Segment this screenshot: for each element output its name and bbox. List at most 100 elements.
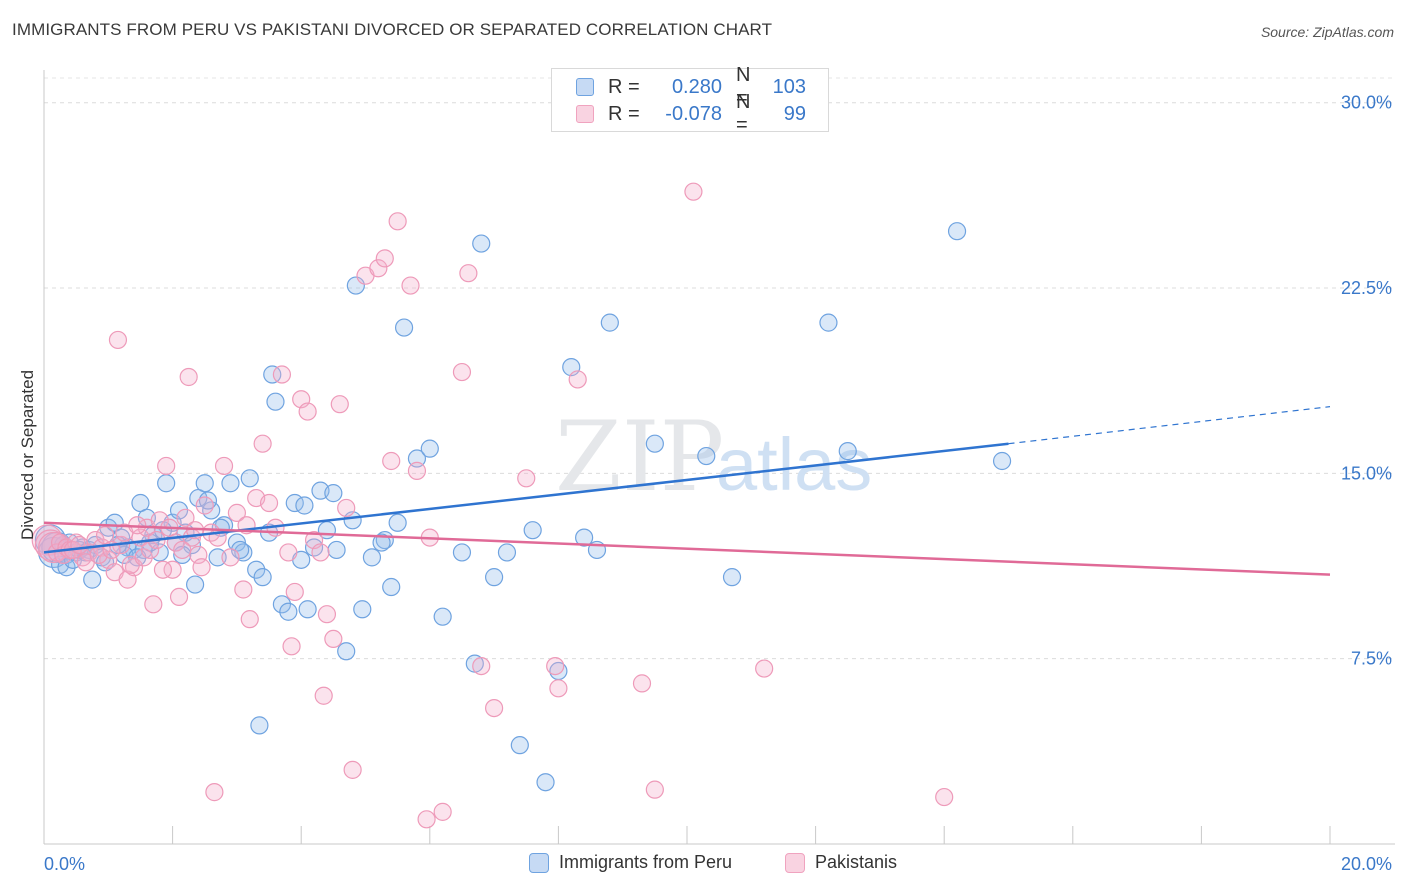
- peru-point: [195, 474, 214, 493]
- pakistanis-point: [163, 560, 182, 579]
- peru-point: [372, 533, 391, 552]
- pakistanis-point: [214, 456, 234, 476]
- pakistanis-point: [485, 698, 504, 718]
- pakistanis-point: [388, 212, 407, 231]
- x-tick-label-min: 0.0%: [44, 854, 85, 874]
- pakistanis-point: [195, 496, 214, 515]
- pakistanis-legend-swatch: [785, 852, 805, 873]
- pakistanis-point: [272, 365, 292, 384]
- peru-point: [266, 392, 285, 411]
- legend-item-peru[interactable]: Immigrants from Peru: [529, 852, 732, 873]
- pakistanis-point: [401, 276, 420, 295]
- pakistanis-point: [632, 674, 652, 693]
- pakistanis-point: [192, 558, 211, 577]
- peru-point: [510, 736, 529, 755]
- pakistanis-point: [70, 535, 89, 555]
- peru-point: [722, 568, 742, 587]
- pakistanis-point: [144, 595, 163, 614]
- n-value: 103: [772, 75, 806, 98]
- pakistanis-point: [311, 543, 330, 562]
- pakistanis-point: [124, 558, 144, 577]
- correlation-legend: R = 0.280 N = 103 R = -0.078 N = 99: [551, 64, 829, 136]
- peru-point: [388, 513, 407, 532]
- pakistanis-point: [108, 330, 128, 350]
- pakistanis-point: [459, 264, 478, 283]
- pakistanis-point: [153, 560, 173, 579]
- peru-point: [208, 548, 227, 567]
- y-tick-label: 22.5%: [1341, 278, 1392, 298]
- peru-point: [157, 474, 176, 493]
- pakistanis-point: [935, 787, 954, 807]
- peru-point: [433, 607, 452, 626]
- peru-point: [497, 543, 517, 562]
- peru-point: [407, 449, 427, 468]
- pakistanis-point: [176, 508, 195, 527]
- n-label: N =: [736, 91, 751, 136]
- peru-point: [362, 548, 382, 567]
- pakistanis-point: [684, 182, 703, 201]
- y-axis-label: Divorced or Separated: [18, 370, 37, 540]
- pakistanis-point: [240, 610, 259, 629]
- pakistanis-point: [472, 656, 491, 676]
- peru-point: [295, 496, 314, 515]
- r-label: R =: [608, 102, 640, 125]
- x-tick-label-max: 20.0%: [1341, 854, 1392, 874]
- peru-point: [240, 469, 259, 488]
- pakistanis-point: [330, 395, 349, 414]
- peru-points: [34, 222, 1012, 792]
- n-label: N =: [736, 64, 751, 109]
- peru-point: [472, 234, 491, 253]
- chart-title: IMMIGRANTS FROM PERU VS PAKISTANI DIVORC…: [12, 20, 773, 39]
- peru-point: [600, 313, 619, 332]
- peru-point: [452, 543, 472, 562]
- pakistanis-point: [169, 587, 189, 607]
- peru-point: [298, 600, 317, 619]
- peru-trend-extension: [1008, 406, 1331, 445]
- pakistanis-point: [279, 543, 298, 562]
- legend-row-peru: R = 0.280 N = 103: [576, 64, 806, 109]
- pakistanis-point: [375, 249, 394, 268]
- peru-point: [575, 528, 594, 547]
- peru-legend-swatch: [529, 852, 549, 873]
- peru-trend-line: [43, 442, 1009, 554]
- legend-item-pakistanis[interactable]: Pakistanis: [785, 852, 897, 873]
- pakistanis-point: [433, 802, 452, 821]
- pakistanis-point: [150, 511, 169, 530]
- r-value: -0.078: [665, 102, 722, 125]
- y-tick-label: 7.5%: [1351, 649, 1392, 669]
- pakistanis-point: [337, 498, 356, 518]
- series-legend: Immigrants from Peru Pakistanis: [0, 852, 1406, 878]
- pakistanis-point: [324, 629, 343, 649]
- pakistanis-point: [549, 679, 568, 698]
- pakistanis-point: [417, 810, 436, 829]
- pakistanis-point: [343, 760, 362, 779]
- pakistanis-point: [259, 493, 279, 513]
- pakistanis-point: [568, 370, 587, 389]
- n-value: 99: [783, 102, 806, 125]
- peru-point: [485, 568, 504, 587]
- peru-point: [819, 313, 838, 332]
- peru-point: [231, 540, 250, 560]
- peru-point: [279, 602, 298, 621]
- peru-point: [83, 570, 102, 589]
- pakistanis-point: [546, 656, 565, 676]
- pakistanis-point: [282, 637, 301, 656]
- peru-point: [247, 560, 266, 579]
- peru-point: [346, 276, 365, 295]
- legend-row-pakistanis: R = -0.078 N = 99: [576, 91, 806, 136]
- pakistanis-point: [517, 469, 536, 488]
- pakistanis-point: [645, 780, 664, 799]
- pakistanis-swatch: [576, 105, 594, 123]
- peru-point: [250, 716, 269, 735]
- peru-point: [337, 642, 356, 661]
- peru-point: [221, 474, 240, 493]
- pakistanis-point: [221, 548, 240, 567]
- peru-point: [394, 318, 414, 337]
- peru-point: [327, 540, 346, 560]
- watermark-atlas: atlas: [716, 423, 872, 506]
- peru-point: [253, 568, 272, 587]
- peru-point: [382, 577, 401, 597]
- r-label: R =: [608, 75, 640, 98]
- peru-swatch: [576, 78, 594, 96]
